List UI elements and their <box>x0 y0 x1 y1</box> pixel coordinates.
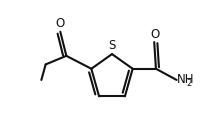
Text: O: O <box>56 17 65 30</box>
Text: S: S <box>108 39 116 52</box>
Text: NH: NH <box>177 73 194 86</box>
Text: O: O <box>151 28 160 41</box>
Text: 2: 2 <box>186 79 191 88</box>
